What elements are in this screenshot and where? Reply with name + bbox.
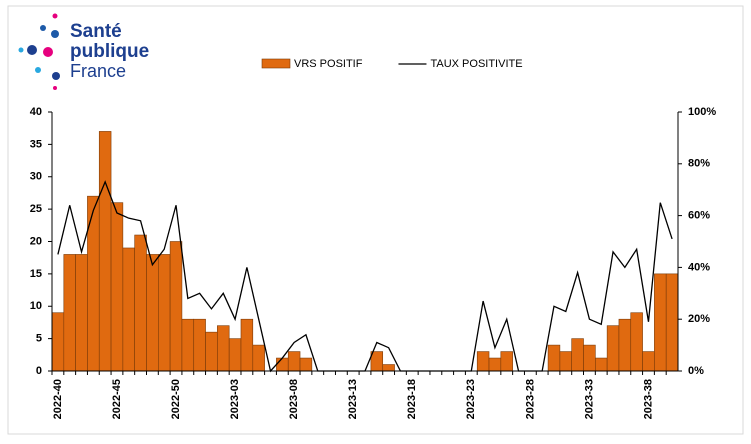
- logo-dot: [51, 30, 59, 38]
- bar: [476, 351, 490, 372]
- x-tick-label: 2022-45: [111, 379, 123, 419]
- bar: [51, 312, 65, 372]
- bar: [500, 351, 513, 372]
- bar: [299, 357, 313, 372]
- bar: [181, 318, 195, 372]
- bar: [382, 364, 395, 372]
- bar: [193, 318, 206, 372]
- x-tick-label: 2023-23: [465, 379, 477, 419]
- bar: [276, 357, 289, 372]
- bar: [642, 351, 655, 372]
- y-tick-label: 20: [30, 235, 42, 247]
- bar: [370, 351, 384, 372]
- logo-dot: [52, 72, 60, 80]
- legend-label: TAUX POSITIVITE: [430, 58, 522, 70]
- y2-tick-label: 40%: [688, 261, 710, 273]
- bar: [595, 357, 608, 372]
- legend-swatch: [261, 58, 291, 69]
- bar: [122, 247, 135, 372]
- bar: [169, 241, 183, 372]
- x-tick-label: 2023-13: [347, 379, 359, 419]
- y-tick-label: 10: [30, 300, 42, 312]
- bar: [630, 312, 643, 372]
- bar: [240, 318, 254, 372]
- bar: [654, 273, 667, 372]
- bar: [158, 254, 171, 372]
- logo: Santé publique France: [18, 13, 149, 90]
- y2-tick-label: 80%: [688, 158, 710, 170]
- logo-dot: [40, 25, 46, 31]
- x-tick-label: 2023-28: [524, 379, 536, 419]
- y-tick-label: 40: [30, 106, 42, 118]
- bar: [547, 344, 561, 372]
- bar: [488, 357, 502, 372]
- x-tick-label: 2023-08: [288, 379, 300, 419]
- bar: [87, 195, 100, 372]
- bar: [134, 234, 147, 372]
- x-tick-label: 2023-38: [642, 379, 654, 419]
- bar: [98, 131, 112, 372]
- y-tick-label: 25: [30, 203, 42, 215]
- bar: [606, 325, 620, 372]
- logo-dot: [52, 13, 58, 19]
- y2-tick-label: 20%: [688, 313, 710, 325]
- bar: [571, 338, 584, 372]
- y2-tick-label: 0%: [688, 365, 704, 377]
- bar: [618, 318, 632, 372]
- frame: [7, 5, 744, 435]
- x-tick-label: 2023-18: [406, 379, 418, 419]
- bar: [252, 344, 265, 372]
- bar: [228, 338, 242, 372]
- y-tick-label: 30: [30, 171, 42, 183]
- bar: [559, 351, 572, 372]
- logo-text: Santé: [70, 21, 122, 42]
- y-tick-label: 5: [36, 333, 42, 345]
- x-tick-label: 2022-50: [170, 379, 182, 419]
- y2-tick-label: 60%: [688, 210, 710, 222]
- bar: [75, 254, 88, 372]
- logo-text: publique: [70, 41, 149, 62]
- x-tick-label: 2023-03: [229, 379, 241, 419]
- x-tick-label: 2023-33: [583, 379, 595, 419]
- bar: [110, 202, 124, 372]
- y-tick-label: 15: [30, 268, 42, 280]
- bar: [146, 254, 159, 372]
- bar: [287, 351, 301, 372]
- bar: [205, 331, 218, 372]
- legend-label: VRS POSITIF: [294, 58, 363, 70]
- y-tick-label: 0: [36, 365, 42, 377]
- bar: [217, 325, 230, 372]
- logo-dot: [18, 47, 24, 53]
- logo-text: France: [70, 61, 126, 81]
- bar: [583, 344, 596, 372]
- logo-dot: [27, 45, 37, 55]
- y-tick-label: 35: [30, 138, 42, 150]
- x-tick-label: 2022-40: [52, 379, 64, 419]
- bar: [63, 254, 76, 372]
- bar: [665, 273, 679, 372]
- logo-dot: [53, 86, 57, 90]
- y2-tick-label: 100%: [688, 106, 716, 118]
- logo-dot: [35, 67, 41, 73]
- logo-dot: [43, 47, 53, 57]
